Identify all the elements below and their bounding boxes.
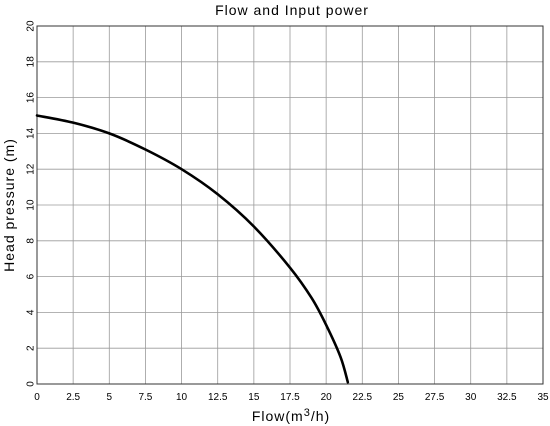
x-tick-label-5: 12.5 — [208, 392, 228, 403]
x-tick-label-11: 27.5 — [425, 392, 445, 403]
x-axis-label-end: /h) — [311, 408, 330, 424]
chart-title: Flow and Input power — [215, 2, 369, 18]
x-axis-label-main: Flow(m — [252, 408, 304, 424]
y-tick-label-10: 20 — [26, 20, 37, 32]
head-curve — [35, 114, 350, 384]
x-tick-label-6: 15 — [248, 392, 260, 403]
y-tick-label-8: 16 — [26, 92, 37, 104]
y-tick-label-9: 18 — [26, 56, 37, 68]
grid — [36, 25, 544, 385]
y-tick-label-7: 14 — [26, 127, 37, 139]
y-tick-label-4: 8 — [26, 238, 37, 244]
y-tick-label-1: 2 — [26, 345, 37, 351]
x-tick-label-0: 0 — [34, 392, 40, 403]
plot-frame — [36, 25, 544, 385]
y-axis-ticks: 0 2 4 6 8 10 12 14 16 18 20 — [26, 20, 37, 387]
x-axis-ticks: 0 2.5 5 7.5 10 12.5 15 17.5 20 22.5 25 27.5 30 32.5 35 — [34, 392, 549, 403]
y-tick-label-0: 0 — [26, 381, 37, 387]
x-tick-label-7: 17.5 — [280, 392, 300, 403]
x-tick-label-1: 2.5 — [66, 392, 80, 403]
x-tick-label-4: 10 — [176, 392, 188, 403]
y-tick-label-2: 4 — [26, 309, 37, 315]
x-axis-label-sup: 3 — [304, 407, 311, 419]
x-tick-label-9: 22.5 — [353, 392, 373, 403]
x-axis-label: Flow(m3/h) — [252, 407, 330, 424]
y-axis-label: Head pressure (m) — [1, 138, 17, 272]
x-tick-label-3: 7.5 — [138, 392, 152, 403]
y-tick-label-5: 10 — [26, 199, 37, 211]
y-tick-label-3: 6 — [26, 273, 37, 279]
x-tick-label-13: 32.5 — [497, 392, 517, 403]
x-tick-label-14: 35 — [537, 392, 549, 403]
x-tick-label-10: 25 — [393, 392, 405, 403]
x-tick-label-8: 20 — [321, 392, 333, 403]
x-tick-label-12: 30 — [465, 392, 477, 403]
x-tick-label-2: 5 — [107, 392, 113, 403]
y-tick-label-6: 12 — [26, 163, 37, 175]
